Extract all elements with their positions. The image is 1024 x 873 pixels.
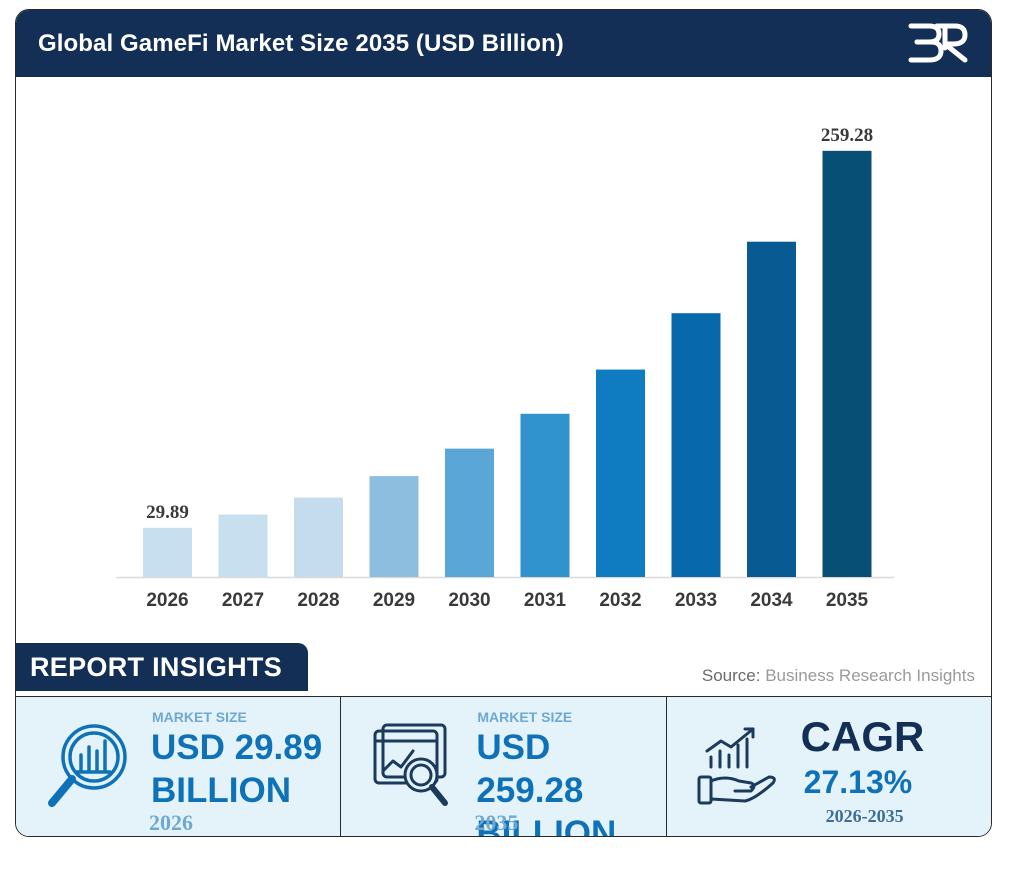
header-bar: Global GameFi Market Size 2035 (USD Bill…: [16, 10, 991, 77]
report-insights-title: REPORT INSIGHTS: [30, 652, 283, 682]
insight-card-cagr: CAGR 27.13% 2026-2035: [666, 697, 991, 836]
card-value: USD 29.89 BILLION: [151, 726, 322, 812]
card-value: USD 259.28 BILLION: [476, 726, 665, 837]
insight-cards: MARKET SIZE USD 29.89 BILLION 2026 MAR: [16, 696, 991, 837]
bar-2034: [747, 241, 796, 577]
card-label: MARKET SIZE: [477, 709, 573, 725]
analytics-search-icon: [373, 723, 449, 806]
source-name: Business Research Insights: [765, 666, 975, 685]
x-tick-label: 2034: [750, 590, 793, 611]
x-tick-label: 2027: [222, 590, 264, 611]
card-year: 2026: [149, 810, 193, 835]
market-size-chart-icon: [48, 724, 127, 807]
insight-card-2035: MARKET SIZE USD 259.28 BILLION 2035: [341, 697, 667, 837]
x-tick-label: 2031: [524, 590, 567, 611]
bar-2033: [671, 313, 721, 577]
bar-2035: [822, 150, 872, 578]
source-note: Source: Business Research Insights: [702, 666, 975, 686]
bar-2030: [445, 448, 494, 577]
x-tick-label: 2032: [599, 590, 641, 611]
card-value-line1: USD 259.28: [476, 728, 584, 810]
bar-2026: [143, 527, 192, 577]
cagr-label: CAGR: [800, 713, 925, 760]
bar-2032: [596, 369, 645, 577]
data-label: 259.28: [821, 125, 873, 146]
bar-chart: 2026 29.89 2027 2028 2029 2030 2031 2032 2033 203…: [116, 125, 894, 611]
source-prefix: Source:: [701, 666, 761, 685]
x-tick-label: 2029: [373, 590, 415, 611]
x-tick-label: 2033: [675, 590, 717, 611]
data-label: 29.89: [146, 502, 189, 523]
card-label: MARKET SIZE: [152, 709, 247, 725]
bar-2029: [369, 476, 419, 577]
card-year: 2035: [474, 810, 519, 835]
bar-2028: [294, 497, 343, 577]
x-tick-label: 2030: [448, 590, 490, 611]
cagr-value: 27.13%: [803, 764, 913, 800]
card-value-line2: BILLION: [476, 814, 617, 837]
company-logo: [908, 23, 968, 63]
x-tick-label: 2026: [146, 590, 188, 611]
card-value-line1: USD 29.89: [151, 728, 323, 767]
x-tick-label: 2028: [297, 590, 339, 611]
growth-hand-icon: [697, 727, 776, 805]
x-tick-label: 2035: [826, 590, 869, 611]
infographic-frame: Global GameFi Market Size 2035 (USD Bill…: [15, 9, 992, 837]
cagr-period: 2026-2035: [825, 806, 904, 826]
insight-card-2026: MARKET SIZE USD 29.89 BILLION 2026: [16, 697, 342, 836]
report-insights-tab: REPORT INSIGHTS: [16, 643, 308, 691]
bar-2031: [520, 413, 570, 577]
card-value-line2: BILLION: [151, 771, 291, 810]
page-title: Global GameFi Market Size 2035 (USD Bill…: [38, 30, 564, 57]
bar-2027: [218, 514, 268, 577]
